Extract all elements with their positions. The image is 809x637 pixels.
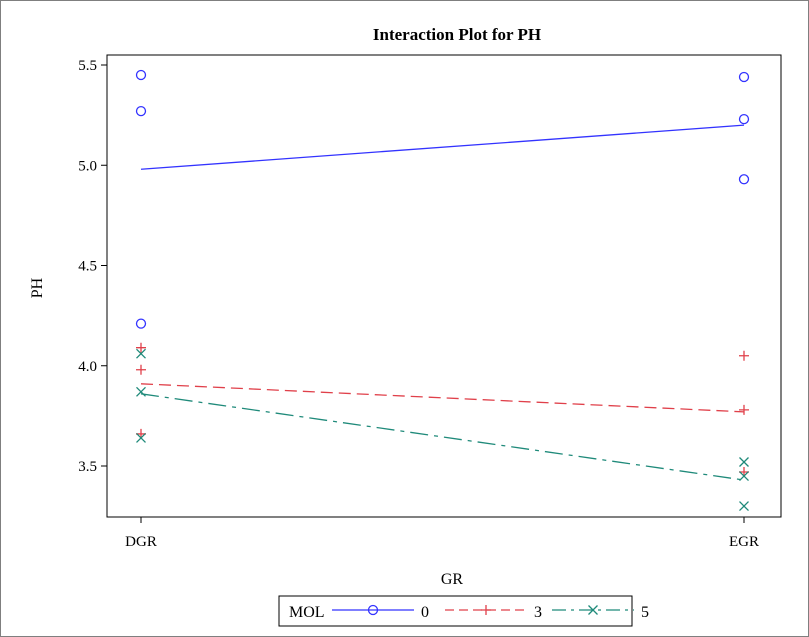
- data-point: [739, 471, 749, 481]
- legend-marker: [481, 605, 491, 615]
- series-group: [135, 69, 750, 512]
- data-point: [739, 350, 749, 361]
- series-5: [136, 348, 749, 512]
- legend-title: MOL: [289, 604, 325, 621]
- y-tick-label: 4.0: [78, 359, 97, 375]
- x-tick-label: EGR: [729, 534, 759, 550]
- mean-line: [140, 124, 745, 170]
- legend-marker: [367, 604, 379, 616]
- series-0: [135, 69, 750, 329]
- legend-label: 5: [641, 604, 649, 621]
- data-point: [738, 174, 750, 185]
- legend-marker: [588, 605, 598, 615]
- data-point: [739, 404, 749, 415]
- y-tick-label: 5.5: [78, 58, 97, 74]
- legend-label: 0: [421, 604, 429, 621]
- data-point: [738, 113, 750, 125]
- data-point: [135, 69, 147, 81]
- legend-label: 3: [534, 604, 542, 621]
- data-point: [136, 386, 146, 397]
- mean-line: [140, 383, 745, 413]
- y-tick-label: 3.5: [78, 459, 97, 475]
- data-point: [136, 364, 146, 375]
- data-point: [136, 342, 146, 353]
- chart-title: Interaction Plot for PH: [373, 25, 541, 44]
- data-point: [136, 348, 146, 359]
- data-point: [136, 432, 146, 443]
- data-point: [738, 71, 750, 83]
- mean-line: [140, 393, 745, 481]
- series-3: [136, 342, 749, 478]
- data-point: [135, 318, 147, 329]
- y-tick-label: 4.5: [78, 259, 97, 275]
- y-axis: 3.5 4.0 4.5 5.0 5.5: [78, 58, 107, 475]
- data-point: [739, 457, 749, 467]
- legend-box: [278, 595, 633, 627]
- y-tick-label: 5.0: [78, 158, 97, 174]
- data-point: [135, 105, 147, 117]
- x-tick-label: DGR: [125, 534, 157, 550]
- plot-area: [106, 54, 782, 518]
- y-axis-label: PH: [29, 277, 46, 298]
- x-axis: DGR EGR: [125, 517, 759, 550]
- x-axis-label: GR: [441, 571, 464, 588]
- legend: MOL 0 3 5: [278, 595, 649, 627]
- data-point: [739, 501, 749, 512]
